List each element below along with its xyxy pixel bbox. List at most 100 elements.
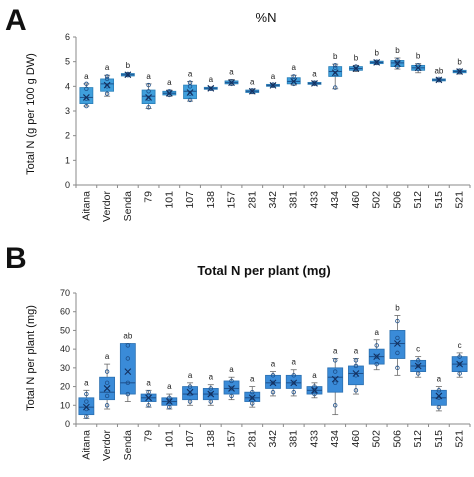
mean-marker xyxy=(435,392,443,400)
data-point xyxy=(104,369,110,374)
data-point xyxy=(457,68,462,73)
category-label: 460 xyxy=(350,191,362,209)
data-point xyxy=(353,363,359,369)
category-label: 281 xyxy=(246,430,258,448)
category-label: 515 xyxy=(433,430,445,448)
data-point xyxy=(84,103,89,109)
panel-a-title: %N xyxy=(256,10,277,25)
data-point xyxy=(353,66,359,72)
significance-letter: b xyxy=(126,61,131,70)
mean-marker xyxy=(103,385,111,392)
category-label: 506 xyxy=(391,191,403,209)
mean-marker xyxy=(186,89,194,96)
mean-marker xyxy=(186,388,194,396)
mean-marker xyxy=(290,78,298,85)
y-tick-label: 10 xyxy=(60,400,70,410)
data-point xyxy=(125,71,131,77)
significance-letter: a xyxy=(105,352,110,361)
significance-letter: a xyxy=(271,72,276,81)
data-point xyxy=(187,97,193,103)
data-point xyxy=(125,343,131,348)
mean-marker xyxy=(207,84,215,92)
category-label: 342 xyxy=(267,191,279,209)
mean-marker xyxy=(228,79,235,87)
data-point xyxy=(208,391,213,397)
mean-marker xyxy=(414,64,422,72)
data-point xyxy=(395,350,400,356)
significance-letter: a xyxy=(333,347,338,356)
data-point xyxy=(291,74,296,79)
category-label: 521 xyxy=(454,430,466,448)
significance-letter: a xyxy=(84,72,89,81)
significance-letter: b xyxy=(395,303,400,312)
mean-marker xyxy=(352,65,360,72)
data-point xyxy=(395,60,400,66)
y-tick-label: 1 xyxy=(65,155,70,165)
mean-marker xyxy=(145,394,152,402)
category-label: Aitana xyxy=(80,191,92,221)
data-point xyxy=(104,380,110,386)
significance-letter: a xyxy=(188,69,193,78)
mean-marker xyxy=(394,60,401,68)
data-point xyxy=(187,384,193,389)
data-point xyxy=(333,403,338,408)
data-point xyxy=(84,391,89,397)
significance-letter: b xyxy=(416,52,421,61)
data-point xyxy=(457,371,462,376)
mean-marker xyxy=(373,59,381,66)
category-label: Verdor xyxy=(101,429,113,460)
box-Aitana xyxy=(78,397,95,416)
data-point xyxy=(333,380,338,386)
mean-marker xyxy=(124,71,132,79)
significance-letter: a xyxy=(312,69,317,78)
y-tick-label: 0 xyxy=(65,180,70,190)
significance-letter: a xyxy=(167,382,172,391)
category-label: 460 xyxy=(350,430,362,448)
data-point xyxy=(374,343,379,348)
data-point xyxy=(125,391,131,397)
data-point xyxy=(457,69,462,75)
y-tick-label: 2 xyxy=(65,131,70,141)
significance-letter: a xyxy=(167,78,172,87)
data-point xyxy=(167,404,172,410)
box-460 xyxy=(348,365,364,386)
significance-letter: a xyxy=(209,373,214,382)
significance-letter: a xyxy=(105,63,110,72)
data-point xyxy=(395,318,400,324)
data-point xyxy=(208,86,213,91)
data-point xyxy=(146,403,151,408)
box-381 xyxy=(285,374,302,389)
mean-marker xyxy=(82,403,90,411)
significance-letter: b xyxy=(354,53,359,62)
category-label: 433 xyxy=(308,430,320,448)
significance-letter: ab xyxy=(434,66,443,75)
mean-marker xyxy=(331,375,339,383)
category-label: 521 xyxy=(454,191,466,209)
data-point xyxy=(229,386,234,391)
data-point xyxy=(457,361,462,367)
box-Aitana xyxy=(79,87,94,104)
data-point xyxy=(84,81,89,87)
significance-letter: c xyxy=(458,341,462,350)
data-point xyxy=(208,399,213,404)
category-label: 79 xyxy=(143,430,155,442)
data-point xyxy=(395,365,400,371)
category-label: 157 xyxy=(226,430,238,448)
mean-marker xyxy=(228,385,235,392)
data-point xyxy=(353,358,359,363)
significance-letter: c xyxy=(416,345,420,354)
data-point xyxy=(187,399,193,404)
category-label: 79 xyxy=(143,191,155,203)
mean-marker xyxy=(124,368,132,375)
data-point xyxy=(312,384,317,389)
data-point xyxy=(457,354,462,359)
data-point xyxy=(374,361,379,367)
mean-marker xyxy=(414,362,422,370)
data-point xyxy=(291,380,296,386)
mean-marker xyxy=(165,398,173,405)
data-point xyxy=(415,371,421,376)
data-point xyxy=(125,380,131,386)
category-label: Aitana xyxy=(80,430,92,460)
data-point xyxy=(333,358,338,363)
